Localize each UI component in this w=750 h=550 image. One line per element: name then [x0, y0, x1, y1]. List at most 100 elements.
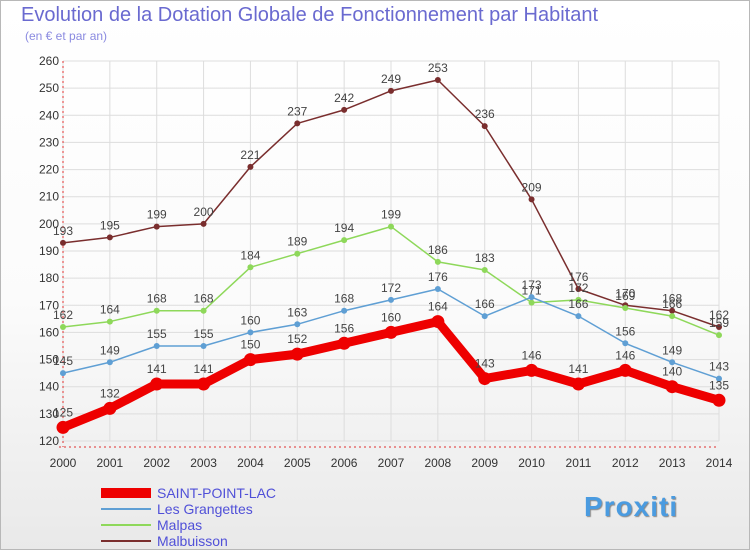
data-label-les-grangettes: 149 [100, 343, 120, 357]
x-tick-label: 2003 [190, 456, 217, 470]
data-point-malpas [388, 223, 394, 230]
x-tick-label: 2001 [97, 456, 124, 470]
data-label-les-grangettes: 145 [53, 354, 73, 368]
data-label-malpas: 166 [662, 297, 682, 311]
legend-label: Malbuisson [157, 533, 228, 549]
data-point-saint-point-lac [665, 380, 679, 394]
y-tick-label: 230 [39, 135, 59, 149]
data-label-saint-point-lac: 125 [53, 405, 73, 419]
data-label-les-grangettes: 163 [287, 305, 307, 319]
data-point-malpas [434, 258, 441, 265]
data-point-malbuisson [106, 234, 113, 241]
x-tick-label: 2007 [378, 456, 405, 470]
data-label-malbuisson: 176 [568, 270, 588, 284]
y-tick-label: 250 [39, 81, 59, 95]
data-label-malbuisson: 193 [53, 224, 73, 238]
data-label-les-grangettes: 156 [615, 324, 635, 338]
data-point-malpas [294, 250, 301, 257]
data-label-malbuisson: 162 [709, 308, 729, 322]
y-tick-label: 220 [39, 163, 59, 177]
data-label-malpas: 171 [522, 284, 542, 298]
data-point-les-grangettes [388, 296, 394, 303]
data-point-saint-point-lac [197, 377, 211, 391]
data-point-malpas [60, 324, 66, 330]
data-point-saint-point-lac [478, 372, 492, 386]
data-point-les-grangettes [294, 321, 301, 328]
data-point-malpas [528, 299, 535, 306]
data-label-saint-point-lac: 140 [662, 365, 682, 379]
data-point-malpas [106, 318, 113, 325]
x-tick-label: 2012 [612, 456, 639, 470]
data-label-les-grangettes: 155 [194, 327, 214, 341]
data-label-saint-point-lac: 132 [100, 386, 120, 400]
data-label-malbuisson: 249 [381, 72, 401, 86]
y-tick-label: 160 [39, 325, 59, 339]
data-point-malpas [481, 267, 488, 273]
data-point-saint-point-lac [243, 353, 257, 367]
data-label-malbuisson: 200 [194, 205, 214, 219]
data-label-malbuisson: 253 [428, 61, 448, 75]
data-label-malpas: 189 [287, 235, 307, 249]
data-point-les-grangettes [622, 340, 629, 347]
data-label-malpas: 199 [381, 208, 401, 222]
data-label-les-grangettes: 176 [428, 270, 448, 284]
data-point-malbuisson [60, 239, 66, 246]
data-label-malpas: 168 [194, 292, 214, 306]
legend: SAINT-POINT-LAC Les Grangettes Malpas Ma… [101, 485, 276, 549]
data-label-saint-point-lac: 141 [194, 362, 214, 376]
data-point-saint-point-lac [150, 377, 164, 391]
data-point-les-grangettes [200, 343, 207, 349]
y-tick-label: 260 [39, 54, 59, 68]
data-label-malbuisson: 170 [615, 286, 635, 300]
data-point-saint-point-lac [56, 420, 70, 434]
data-label-saint-point-lac: 141 [147, 362, 167, 376]
data-point-malpas [247, 264, 254, 271]
x-tick-label: 2005 [284, 456, 311, 470]
data-label-malpas: 168 [147, 292, 167, 306]
data-label-malbuisson: 221 [240, 148, 260, 162]
y-tick-label: 210 [39, 190, 59, 204]
data-point-les-grangettes [153, 343, 160, 349]
data-label-malbuisson: 199 [147, 208, 167, 222]
x-tick-label: 2008 [425, 456, 452, 470]
data-label-les-grangettes: 168 [334, 292, 354, 306]
legend-swatch-saint-point-lac [101, 488, 151, 498]
data-label-malpas: 172 [568, 281, 588, 295]
data-label-malpas: 159 [709, 316, 729, 330]
data-point-malbuisson [247, 163, 254, 170]
data-point-les-grangettes [341, 307, 348, 314]
data-label-les-grangettes: 166 [568, 297, 588, 311]
data-label-les-grangettes: 155 [147, 327, 167, 341]
data-label-saint-point-lac: 135 [709, 378, 729, 392]
data-label-saint-point-lac: 143 [475, 357, 495, 371]
data-label-malbuisson: 168 [662, 292, 682, 306]
data-point-les-grangettes [575, 313, 582, 320]
data-point-malpas [622, 305, 629, 311]
x-tick-label: 2011 [566, 456, 592, 470]
data-label-malpas: 186 [428, 243, 448, 257]
data-point-malbuisson [341, 106, 348, 113]
data-label-malbuisson: 237 [287, 104, 307, 118]
x-tick-label: 2000 [50, 456, 77, 470]
y-tick-label: 200 [39, 217, 59, 231]
data-label-saint-point-lac: 146 [615, 348, 635, 362]
legend-item-malbuisson: Malbuisson [101, 533, 276, 549]
data-point-malbuisson [575, 286, 582, 292]
proxiti-logo: Proxiti [584, 491, 679, 522]
data-point-malpas [716, 332, 722, 339]
data-label-malbuisson: 236 [475, 107, 495, 121]
legend-swatch-malbuisson [101, 540, 151, 542]
data-point-malbuisson [388, 87, 394, 94]
data-label-malbuisson: 195 [100, 218, 120, 232]
data-point-malbuisson [294, 120, 301, 127]
y-tick-label: 120 [39, 434, 59, 448]
data-label-saint-point-lac: 146 [522, 348, 542, 362]
data-point-les-grangettes [434, 286, 441, 292]
data-point-les-grangettes [106, 359, 113, 366]
line-chart: 120 130 140 150 160 170 180 190 200 210 220 230 240 2… [39, 54, 733, 470]
data-point-saint-point-lac [431, 315, 445, 329]
data-label-saint-point-lac: 152 [287, 332, 307, 346]
x-tick-label: 2009 [471, 456, 498, 470]
data-point-saint-point-lac [571, 377, 585, 391]
legend-label: Les Grangettes [157, 501, 253, 517]
